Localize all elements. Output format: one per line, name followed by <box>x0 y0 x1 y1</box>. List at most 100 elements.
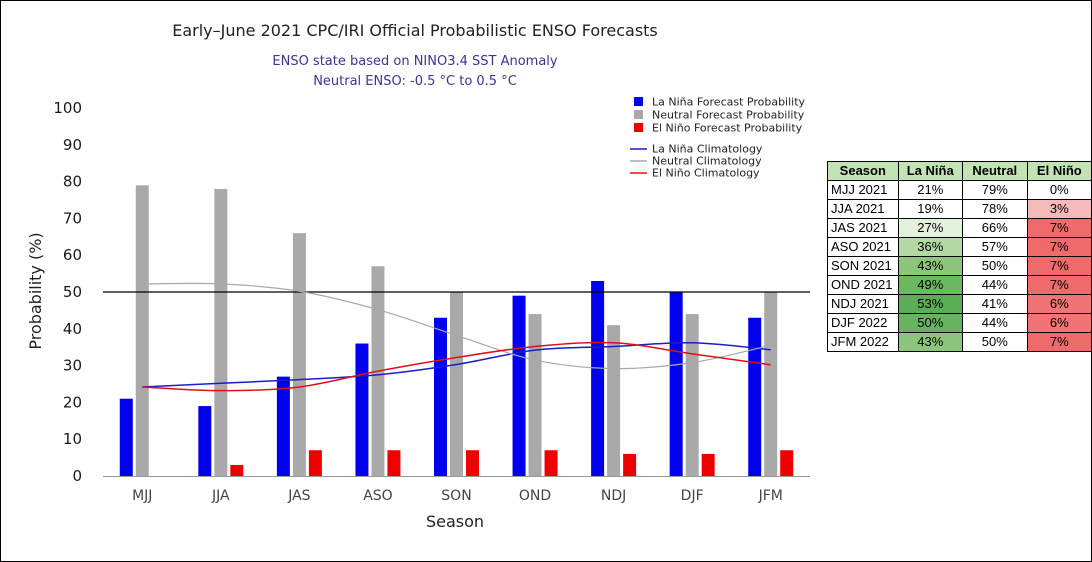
table-row: ASO 2021 36% 57% 7% <box>827 237 1092 257</box>
legend-neutral-forecast-label: Neutral Forecast Probability <box>652 109 805 122</box>
cell-la-nina: 43% <box>897 332 963 352</box>
bar-el-nino-jfm <box>780 450 794 476</box>
neutral-climatology-line <box>142 282 771 370</box>
header-el-nino: El Niño <box>1026 161 1092 181</box>
cell-la-nina: 27% <box>897 218 963 238</box>
cell-season: ASO 2021 <box>827 237 899 257</box>
bar-el-nino-jja <box>230 464 244 476</box>
cell-season: NDJ 2021 <box>827 294 899 314</box>
bar-el-nino-ndj <box>623 453 637 476</box>
cell-neutral: 79% <box>961 180 1028 200</box>
x-axis: MJJ JJA JAS ASO SON OND NDJ DJF JFM <box>132 488 783 504</box>
bar-el-nino-jas <box>308 450 322 476</box>
table-row: JAS 2021 27% 66% 7% <box>827 218 1092 238</box>
legend-el-nino-forecast-swatch <box>634 123 643 132</box>
el-nino-climatology-line <box>142 341 771 392</box>
header-season: Season <box>827 161 899 181</box>
cell-la-nina: 19% <box>897 199 963 219</box>
cell-season: DJF 2022 <box>827 313 899 333</box>
cell-season: SON 2021 <box>827 256 899 276</box>
table-row: MJJ 2021 21% 79% 0% <box>827 180 1092 200</box>
cell-el-nino: 3% <box>1026 199 1092 219</box>
y-tick-label: 80 <box>63 173 82 191</box>
cell-el-nino: 7% <box>1026 332 1092 352</box>
bar-el-nino-son <box>466 450 479 476</box>
legend-el-nino-climatology-label: El Niño Climatology <box>652 167 760 180</box>
y-tick-label: 40 <box>63 320 82 338</box>
y-tick-label: 0 <box>72 467 82 485</box>
cell-neutral: 50% <box>961 332 1028 352</box>
table-row: DJF 2022 50% 44% 6% <box>827 313 1092 333</box>
x-axis-title: Season <box>426 512 484 531</box>
bar-neutral-jja <box>214 188 228 476</box>
legend-la-nina-climatology-label: La Niña Climatology <box>652 143 763 156</box>
x-tick-label-son: SON <box>441 488 471 504</box>
x-tick-label-mjj: MJJ <box>132 488 152 504</box>
cell-la-nina: 50% <box>897 313 963 333</box>
cell-el-nino: 0% <box>1026 180 1092 200</box>
cell-neutral: 57% <box>961 237 1028 257</box>
bar-la-nina-mjj <box>119 398 133 476</box>
bar-la-nina-jja <box>198 406 212 476</box>
cell-season: JFM 2022 <box>827 332 899 352</box>
bar-neutral-ond <box>528 314 542 476</box>
cell-el-nino: 7% <box>1026 237 1092 257</box>
cell-la-nina: 36% <box>897 237 963 257</box>
legend-neutral-climatology-label: Neutral Climatology <box>652 155 762 168</box>
probability-table: Season La Niña Neutral El Niño MJJ 2021 2… <box>827 161 1092 352</box>
legend-neutral-forecast-swatch <box>634 110 643 119</box>
cell-season: MJJ 2021 <box>827 180 899 200</box>
bar-la-nina-son <box>434 317 447 476</box>
bar-el-nino-djf <box>701 453 715 476</box>
bar-la-nina-jas <box>276 376 290 476</box>
y-tick-label: 50 <box>63 283 82 301</box>
bars-group <box>119 185 794 476</box>
bar-neutral-mjj <box>135 185 149 476</box>
cell-neutral: 41% <box>961 294 1028 314</box>
bar-neutral-djf <box>685 314 699 476</box>
table-row: JJA 2021 19% 78% 3% <box>827 199 1092 219</box>
table-body: MJJ 2021 21% 79% 0% JJA 2021 19% 78% 3% JAS 2021… <box>827 180 1092 352</box>
cell-el-nino: 7% <box>1026 256 1092 276</box>
bar-la-nina-jfm <box>748 317 762 476</box>
cell-el-nino: 7% <box>1026 275 1092 295</box>
table-row: SON 2021 43% 50% 7% <box>827 256 1092 276</box>
cell-neutral: 44% <box>961 313 1028 333</box>
cell-neutral: 50% <box>961 256 1028 276</box>
chart-title: Early–June 2021 CPC/IRI Official Probabi… <box>172 21 658 40</box>
legend-la-nina-forecast-swatch <box>634 97 643 106</box>
header-la-nina: La Niña <box>897 161 963 181</box>
x-tick-label-aso: ASO <box>363 488 392 504</box>
legend-el-nino-forecast-label: El Niño Forecast Probability <box>652 122 803 135</box>
table-row: OND 2021 49% 44% 7% <box>827 275 1092 295</box>
bar-neutral-son <box>450 292 463 476</box>
climatology-lines <box>142 282 771 392</box>
bar-la-nina-ond <box>512 295 526 476</box>
x-tick-label-jas: JAS <box>287 488 310 504</box>
bar-el-nino-ond <box>544 450 558 476</box>
table-row: JFM 2022 43% 50% 7% <box>827 332 1092 352</box>
x-tick-label-djf: DJF <box>681 488 704 504</box>
table-row: NDJ 2021 53% 41% 6% <box>827 294 1092 314</box>
cell-la-nina: 21% <box>897 180 963 200</box>
x-tick-label-jja: JJA <box>211 488 230 504</box>
bar-neutral-jfm <box>764 292 778 476</box>
cell-la-nina: 43% <box>897 256 963 276</box>
x-tick-label-ond: OND <box>519 488 551 504</box>
y-tick-label: 20 <box>63 393 82 411</box>
cell-la-nina: 49% <box>897 275 963 295</box>
x-tick-label-ndj: NDJ <box>601 488 626 504</box>
y-tick-label: 70 <box>63 209 82 227</box>
y-tick-label: 30 <box>63 357 82 375</box>
y-tick-label: 60 <box>63 246 82 264</box>
cell-el-nino: 6% <box>1026 294 1092 314</box>
cell-la-nina: 53% <box>897 294 963 314</box>
x-tick-label-jfm: JFM <box>758 488 783 504</box>
legend-la-nina-forecast-label: La Niña Forecast Probability <box>652 96 806 109</box>
y-tick-label: 90 <box>63 136 82 154</box>
cell-neutral: 78% <box>961 199 1028 219</box>
bar-la-nina-aso <box>355 343 369 476</box>
cell-season: JJA 2021 <box>827 199 899 219</box>
